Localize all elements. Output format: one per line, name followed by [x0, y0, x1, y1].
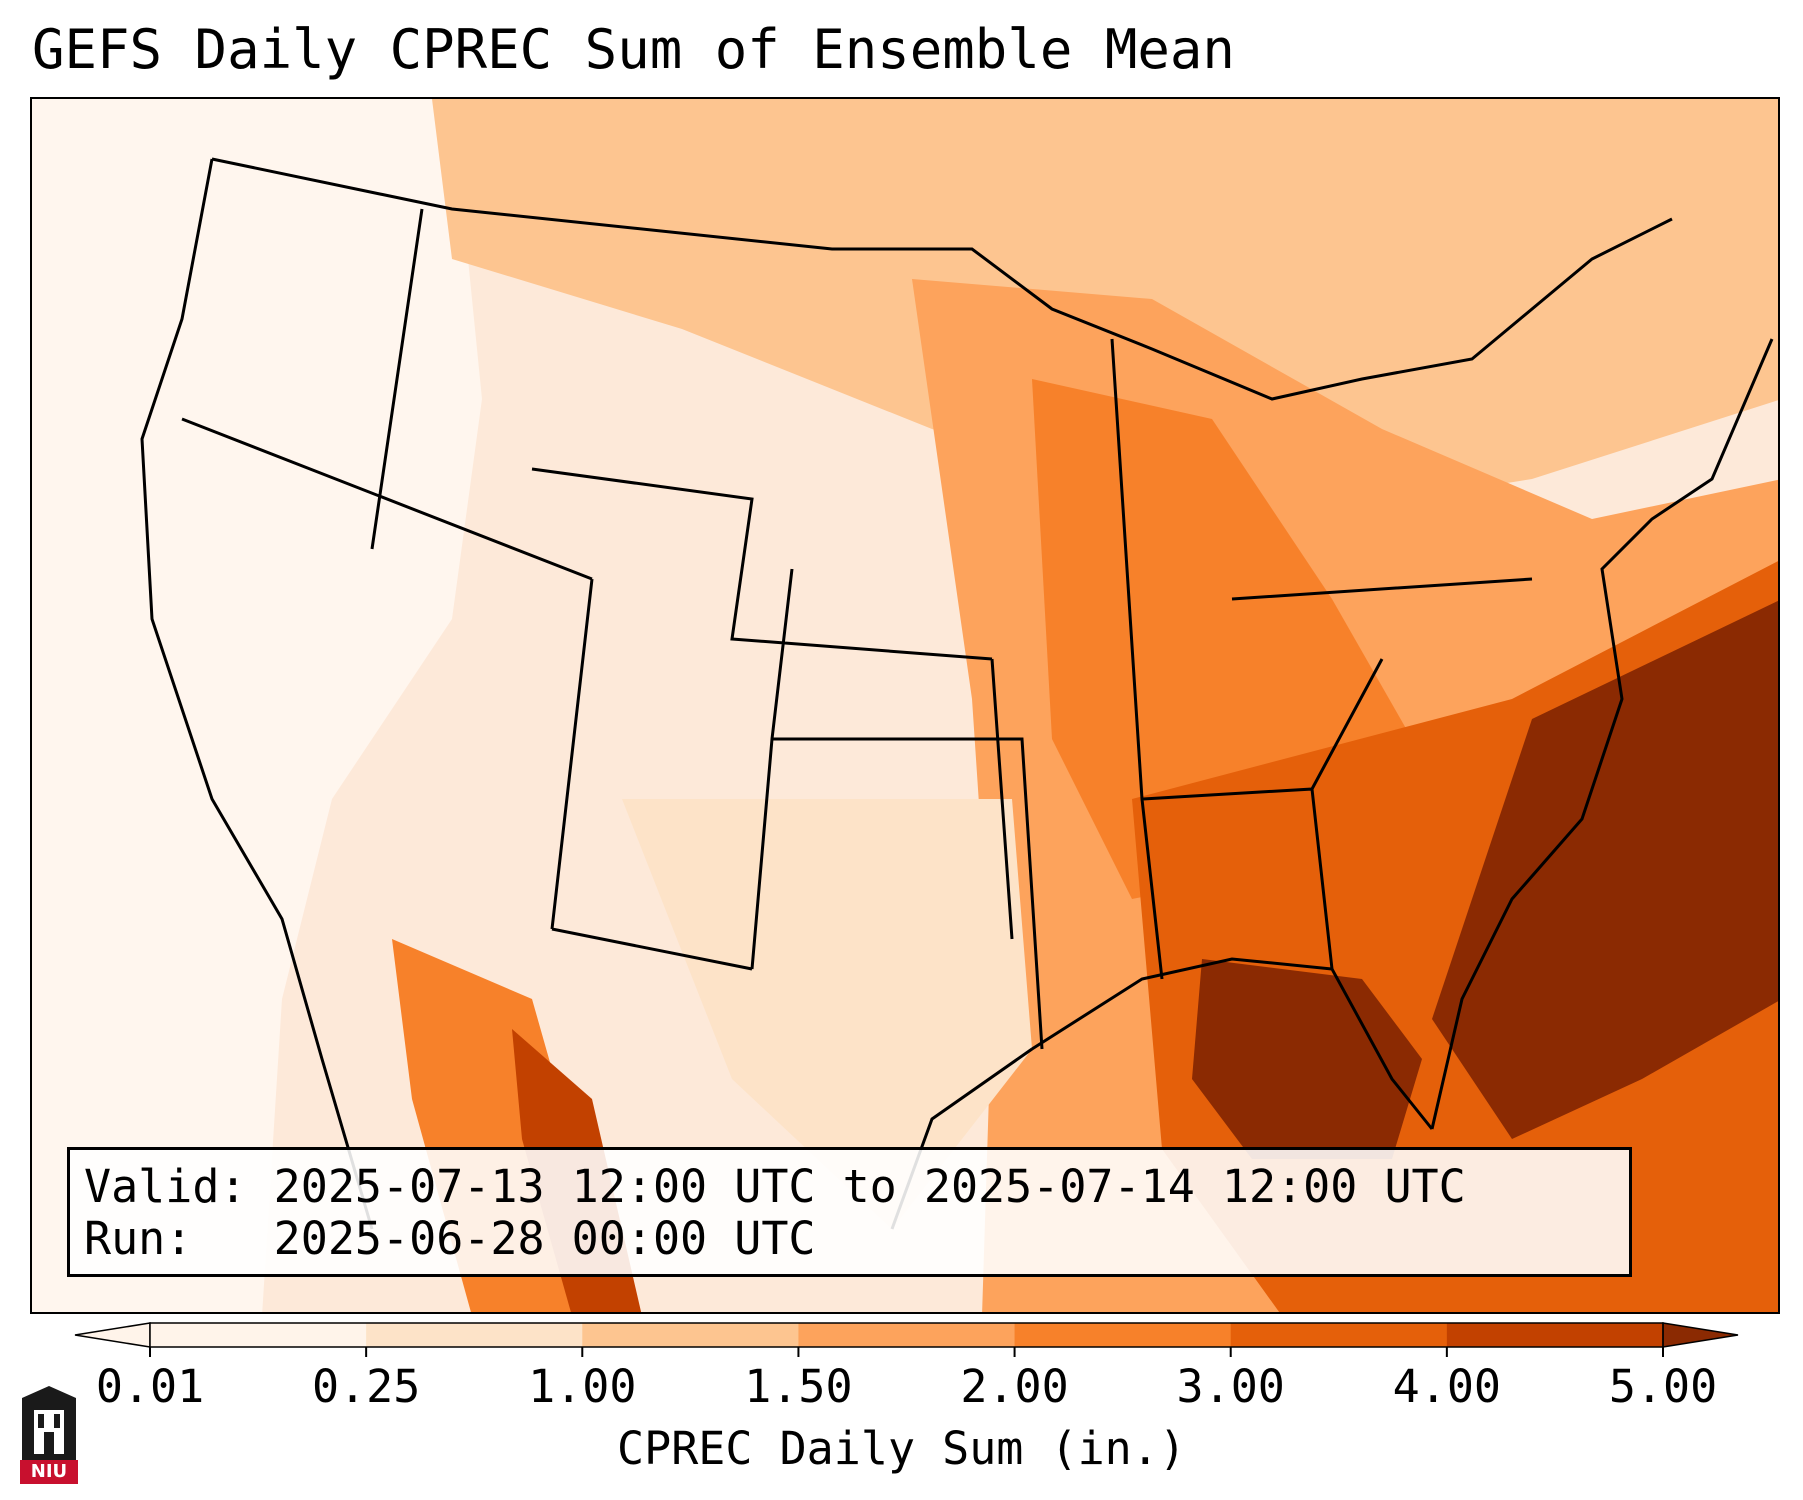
- colorbar-tick-label: 1.00: [528, 1360, 637, 1413]
- colorbar-tick-label: 3.00: [1176, 1360, 1285, 1413]
- precip-region-gulf-max: [1192, 959, 1422, 1159]
- colorbar-segment: [366, 1323, 583, 1347]
- colorbar-tick-label: 1.50: [744, 1360, 853, 1413]
- colorbar-tick-label: 0.25: [311, 1360, 421, 1413]
- run-label: Run:: [84, 1212, 193, 1265]
- colorbar-segment: [582, 1323, 799, 1347]
- valid-line: Valid: 2025-07-13 12:00 UTC to 2025-07-1…: [84, 1160, 1466, 1213]
- valid-value: 2025-07-13 12:00 UTC to 2025-07-14 12:00…: [273, 1160, 1466, 1213]
- colorbar-segment: [798, 1323, 1016, 1347]
- colorbar-ticks: [149, 1347, 1664, 1357]
- east-coast: [1430, 338, 1774, 1130]
- colorbar-tick-label: 2.00: [960, 1360, 1069, 1413]
- precip-field: [32, 99, 1778, 1312]
- niu-logo: NIU: [20, 1384, 78, 1484]
- map-canvas: [32, 99, 1778, 1312]
- run-value: 2025-06-28 00:00 UTC: [273, 1212, 816, 1265]
- west-coast: [140, 158, 374, 1230]
- colorbar-segments: [74, 1322, 1739, 1348]
- colorbar-label: CPREC Daily Sum (in.): [617, 1422, 1186, 1475]
- colorbar-segment: [150, 1323, 367, 1347]
- chart-title: GEFS Daily CPREC Sum of Ensemble Mean: [32, 18, 1235, 81]
- colorbar-tick-label: 4.00: [1392, 1360, 1502, 1413]
- castle-icon: [22, 1386, 76, 1460]
- precip-region-atlantic-max: [1432, 600, 1778, 1139]
- colorbar-outline: [149, 1322, 1664, 1348]
- colorbar-segment: [1230, 1323, 1448, 1347]
- colorbar-extend-min: [74, 1322, 151, 1348]
- precip-region-west-pale: [32, 99, 482, 1312]
- colorbar-segment: [1014, 1323, 1232, 1347]
- colorbar-extend-max: [1662, 1322, 1739, 1348]
- valid-label: Valid:: [84, 1160, 247, 1213]
- map-outlines: [140, 157, 1774, 1230]
- canada-border: [211, 157, 1673, 401]
- info-box: Valid: 2025-07-13 12:00 UTC to 2025-07-1…: [67, 1147, 1632, 1277]
- run-line: Run: 2025-06-28 00:00 UTC: [84, 1212, 816, 1265]
- colorbar-segment: [1446, 1323, 1664, 1347]
- states-interior: [181, 208, 1533, 1050]
- logo-text: NIU: [20, 1460, 78, 1484]
- colorbar-tick-label: 0.01: [95, 1360, 205, 1413]
- colorbar-tick-label: 5.00: [1608, 1360, 1718, 1413]
- precipitation-map: [30, 97, 1780, 1314]
- colorbar: [74, 1322, 1739, 1357]
